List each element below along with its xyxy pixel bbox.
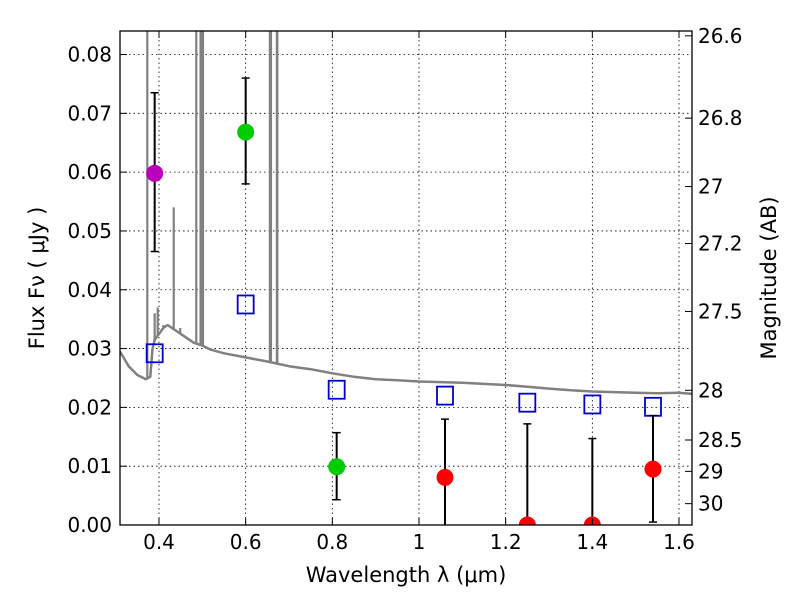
model-point [327, 379, 346, 400]
y-tick-label: 0.00 [67, 513, 112, 537]
y2-tick-label: 30 [698, 492, 723, 516]
spectrum-line [120, 323, 692, 396]
y-tick-label: 0.06 [67, 160, 112, 184]
y-tick-label: 0.03 [67, 337, 112, 361]
model-point [145, 343, 164, 364]
y2-tick-label: 26.8 [698, 106, 743, 130]
observed-point [328, 458, 346, 476]
y-tick-label: 0.02 [67, 395, 112, 419]
y-tick-label: 0.01 [67, 454, 112, 478]
y2-tick-label: 29 [698, 459, 723, 483]
plot-area [120, 31, 692, 525]
y-tick-label: 0.08 [67, 43, 112, 67]
observed-point [644, 460, 662, 478]
observed-point [237, 123, 255, 141]
x-axis-label: Wavelength λ (μm) [306, 563, 507, 587]
y-tick-label: 0.05 [67, 219, 112, 243]
x-tick-label: 0.4 [143, 530, 175, 554]
y2-axis-label: Magnitude (AB) [757, 196, 781, 359]
y2-tick-label: 28.5 [698, 428, 743, 452]
observed-point [146, 164, 164, 182]
y2-tick-label: 26.6 [698, 24, 743, 48]
x-tick-label: 1.4 [576, 530, 608, 554]
axes-frame [119, 30, 693, 526]
model-point [236, 294, 255, 315]
y2-tick-label: 27.5 [698, 299, 743, 323]
observed-point [518, 516, 536, 525]
axis-ticks: 0.4 0.6 0.8 1 1.2 1.4 1.6 0.00 0.01 0.02 0.03 0.04 0… [67, 24, 742, 554]
model-point [518, 392, 537, 413]
y-axis-label: Flux Fν ( μJy ) [25, 207, 49, 350]
observed-point [436, 468, 454, 486]
model-point [436, 385, 454, 406]
y2-tick-label: 27 [698, 175, 723, 199]
x-tick-label: 0.6 [230, 530, 262, 554]
y2-tick-label: 27.2 [698, 232, 743, 256]
y2-tick-label: 28 [698, 378, 723, 402]
x-tick-label: 1.6 [663, 530, 695, 554]
y-tick-label: 0.04 [67, 278, 112, 302]
model-point [583, 394, 602, 415]
x-tick-label: 1 [413, 530, 426, 554]
y-tick-label: 0.07 [67, 101, 112, 125]
x-tick-label: 1.2 [490, 530, 522, 554]
x-tick-label: 0.8 [316, 530, 348, 554]
